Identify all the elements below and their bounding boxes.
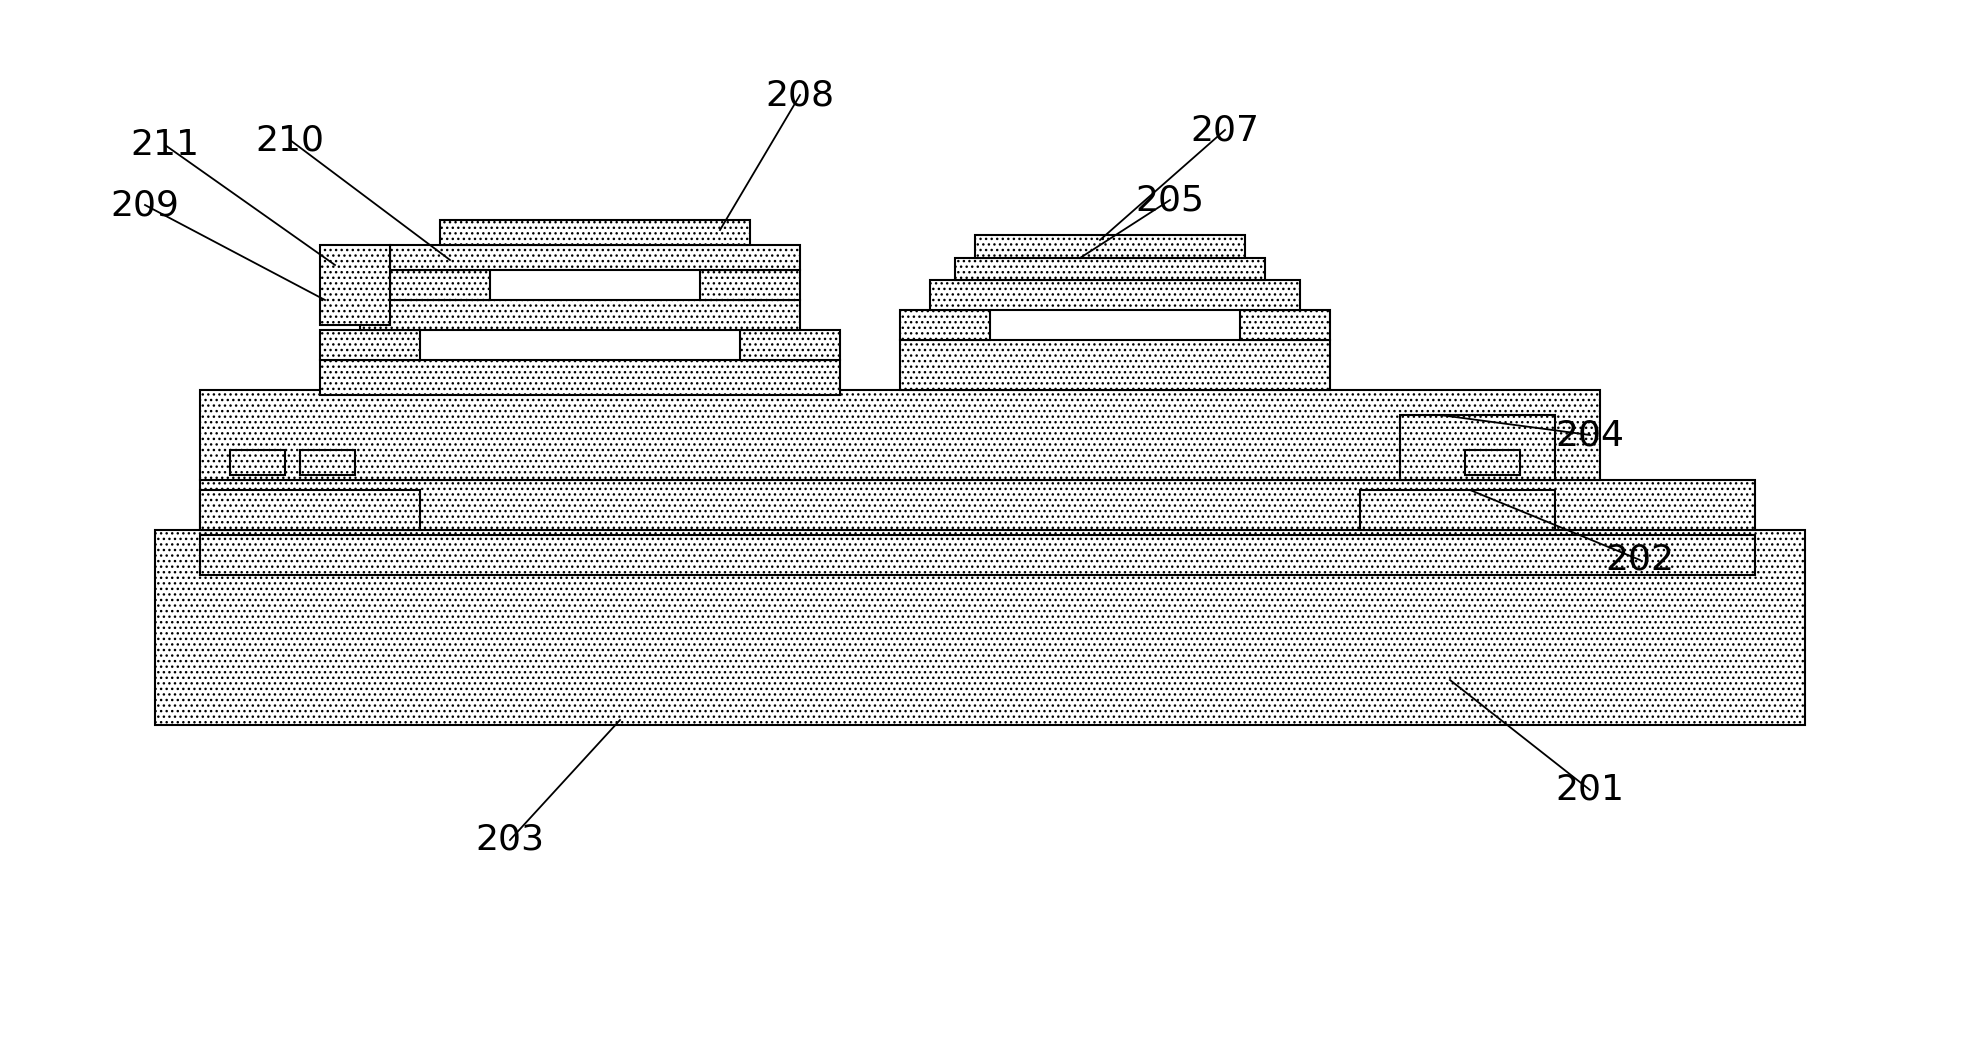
Text: 210: 210 (256, 123, 324, 157)
Bar (900, 340, 1331, 390)
Bar (955, 258, 1264, 279)
Text: 201: 201 (1555, 773, 1624, 807)
Text: 203: 203 (476, 823, 545, 857)
Text: 208: 208 (765, 78, 834, 112)
Bar (201, 480, 1756, 530)
Bar (700, 270, 800, 300)
Bar (230, 450, 285, 475)
Bar (155, 530, 1805, 725)
Bar (739, 330, 839, 359)
Text: 209: 209 (110, 188, 179, 222)
Bar (201, 535, 1756, 575)
Bar (320, 359, 839, 395)
Bar (320, 245, 389, 325)
Bar (301, 450, 356, 475)
Text: 205: 205 (1136, 183, 1205, 217)
Bar (360, 300, 800, 330)
Bar (389, 245, 800, 270)
Bar (201, 390, 1600, 480)
Bar (900, 310, 991, 340)
Bar (930, 279, 1300, 310)
Bar (440, 220, 749, 245)
Text: 202: 202 (1606, 543, 1675, 577)
Bar (389, 270, 490, 300)
Text: 211: 211 (130, 128, 199, 162)
Text: 207: 207 (1191, 113, 1260, 146)
Text: 204: 204 (1555, 418, 1624, 452)
Bar (1400, 415, 1555, 480)
Bar (320, 330, 421, 359)
Bar (1241, 310, 1331, 340)
Bar (1465, 450, 1520, 475)
Bar (975, 235, 1244, 258)
Bar (1360, 490, 1555, 530)
Bar (201, 490, 421, 530)
